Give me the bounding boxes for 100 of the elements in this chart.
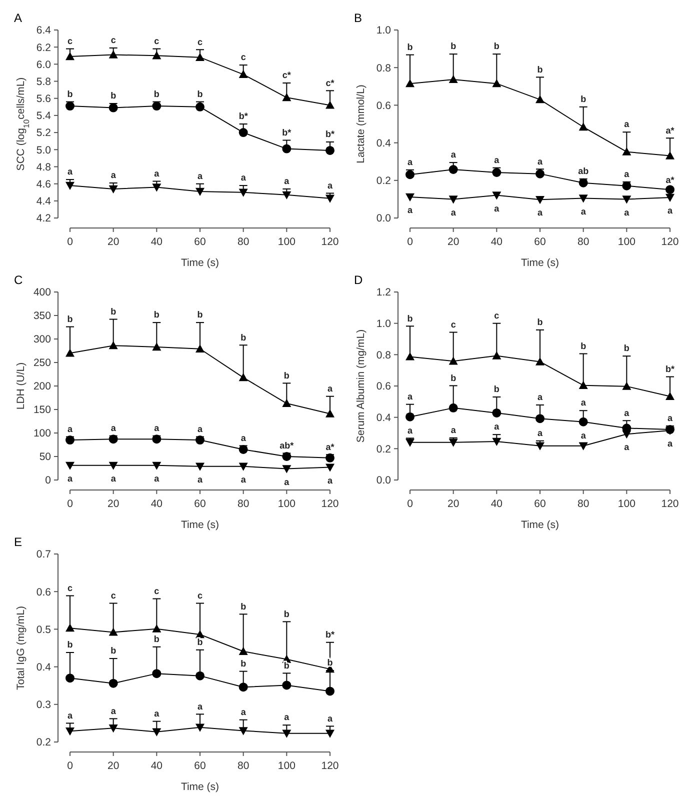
x-tick-label: 100 [278, 498, 296, 510]
point [196, 436, 204, 445]
annotation: b* [326, 129, 335, 140]
annotation: a [197, 474, 204, 485]
point [152, 102, 162, 111]
chart-title: C [14, 273, 23, 287]
x-tick-label: 120 [321, 236, 339, 248]
point [406, 79, 414, 88]
x-tick-label: 60 [534, 236, 546, 248]
point [66, 436, 74, 445]
point [492, 168, 502, 178]
annotation: a [450, 425, 457, 436]
point [326, 686, 334, 696]
point [536, 414, 544, 424]
annotation: a [240, 706, 247, 717]
point [152, 184, 162, 192]
point [196, 102, 204, 112]
chart-title: B [354, 11, 362, 25]
annotation: c [154, 36, 160, 46]
x-tick-label: 20 [107, 236, 120, 248]
annotation: c [110, 590, 116, 600]
point [326, 100, 334, 109]
point [406, 352, 414, 360]
annotation: b [197, 310, 204, 320]
x-tick-label: 60 [194, 236, 206, 248]
point [666, 392, 674, 400]
annotation: a [327, 475, 334, 486]
annotation: c [154, 586, 160, 596]
annotation: a [240, 432, 247, 443]
x-tick-label: 0 [67, 760, 74, 772]
annotation: a [450, 150, 457, 160]
annotation: b [67, 314, 74, 324]
annotation: b [67, 640, 74, 650]
annotation: a [284, 712, 290, 722]
point [622, 147, 632, 156]
point [196, 671, 204, 680]
point [666, 194, 674, 202]
x-tick-label: 20 [107, 498, 120, 510]
y-tick-label: 6.4 [36, 24, 52, 37]
annotation: b [240, 332, 247, 342]
y-tick-label: 100 [33, 428, 52, 440]
annotation: a [407, 391, 414, 402]
annotation: ab [578, 166, 590, 176]
point [326, 146, 334, 155]
point [238, 373, 248, 382]
point [238, 128, 248, 138]
x-tick-label: 40 [490, 236, 503, 248]
point [282, 730, 292, 738]
annotation: b [494, 41, 500, 52]
annotation: a [580, 430, 587, 440]
point [238, 444, 248, 454]
x-tick-label: 0 [67, 498, 74, 510]
point [282, 144, 292, 154]
x-tick-label: 40 [150, 236, 163, 248]
point [152, 342, 162, 351]
annotation: b [580, 94, 587, 104]
annotation: b [624, 343, 630, 354]
point [282, 465, 292, 474]
annotation: b [240, 601, 247, 612]
annotation: b [110, 90, 117, 101]
y-tick-label: 4.4 [36, 196, 52, 208]
point [492, 351, 502, 360]
y-tick-label: 0.2 [376, 443, 392, 456]
annotation: a [327, 713, 334, 724]
annotation: b [407, 42, 414, 52]
annotation: a [67, 424, 74, 434]
annotation: a [67, 710, 74, 720]
annotation: a [537, 208, 544, 218]
point [152, 624, 162, 632]
point [622, 430, 632, 439]
x-tick-label: 100 [278, 760, 296, 772]
x-tick-label: 0 [407, 498, 414, 510]
point [108, 341, 118, 350]
y-tick-label: 1.0 [376, 24, 392, 37]
x-tick-label: 60 [194, 760, 206, 772]
point [196, 188, 204, 196]
y-axis-title: Serum Albumin (mg/mL) [355, 329, 367, 443]
point [152, 669, 162, 678]
y-tick-label: 0.0 [376, 474, 392, 487]
chart-title: E [14, 535, 22, 549]
y-tick-label: 0.2 [376, 175, 392, 188]
point [448, 356, 458, 365]
point [108, 678, 118, 688]
point [578, 442, 588, 450]
y-tick-label: 4.6 [36, 178, 52, 190]
point [492, 79, 502, 88]
annotation: b* [238, 111, 248, 122]
y-tick-label: 300 [33, 334, 52, 346]
point [406, 193, 414, 202]
point [578, 122, 588, 131]
point [66, 348, 74, 357]
annotation: a [494, 154, 500, 165]
y-axis-title: Lactate (mmol/L) [355, 84, 367, 164]
point [578, 194, 588, 203]
annotation: a [667, 413, 674, 424]
x-tick-label: 80 [237, 236, 250, 248]
annotation: a [327, 383, 334, 394]
annotation: c [197, 590, 203, 600]
point [578, 380, 588, 389]
chart-title: D [354, 273, 363, 287]
